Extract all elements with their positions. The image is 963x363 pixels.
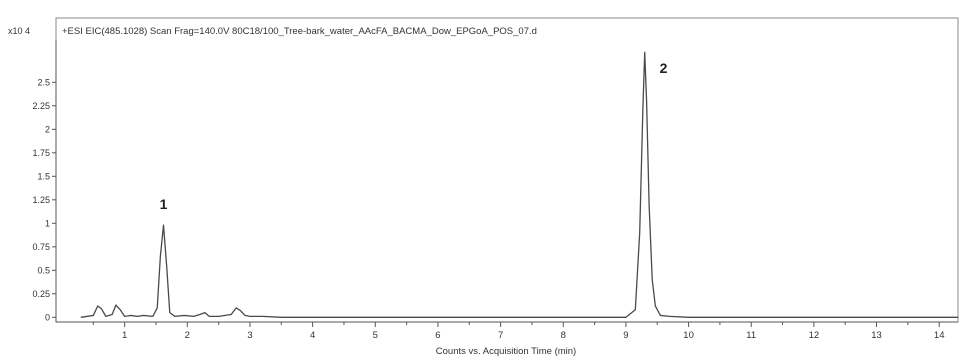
- y-tick-label: 1.25: [32, 195, 50, 205]
- x-tick-label: 7: [498, 330, 503, 341]
- y-tick-label: 2: [45, 124, 50, 134]
- chromatogram-trace: [80, 51, 958, 318]
- x-tick-label: 10: [683, 330, 694, 341]
- x-tick-label: 13: [871, 330, 882, 341]
- x-tick-label: 3: [247, 330, 252, 341]
- y-tick-label: 0: [45, 312, 50, 322]
- peak-label: 1: [160, 196, 168, 212]
- chart-title: +ESI EIC(485.1028) Scan Frag=140.0V 80C1…: [62, 26, 537, 37]
- x-tick-label: 9: [623, 330, 628, 341]
- y-tick-label: 1.5: [37, 171, 50, 181]
- y-tick-label: 1: [45, 218, 50, 228]
- y-tick-label: 0.75: [32, 242, 50, 252]
- x-tick-label: 8: [561, 330, 566, 341]
- y-tick-label: 1.75: [32, 148, 50, 158]
- x-axis-label: Counts vs. Acquisition Time (min): [436, 346, 576, 357]
- x-tick-label: 4: [310, 330, 315, 341]
- x-tick-label: 6: [435, 330, 440, 341]
- peak-label: 2: [660, 60, 668, 76]
- x-tick-label: 1: [122, 330, 127, 341]
- y-multiplier-label: x10 4: [8, 26, 30, 36]
- y-tick-label: 2.25: [32, 101, 50, 111]
- x-tick-label: 11: [746, 330, 756, 341]
- x-tick-label: 5: [373, 330, 378, 341]
- x-tick-label: 14: [934, 330, 945, 341]
- y-tick-label: 2.5: [37, 77, 50, 87]
- x-tick-label: 12: [809, 330, 820, 341]
- y-tick-label: 0.25: [32, 289, 50, 299]
- y-tick-label: 0.5: [37, 265, 50, 275]
- x-tick-label: 2: [185, 330, 190, 341]
